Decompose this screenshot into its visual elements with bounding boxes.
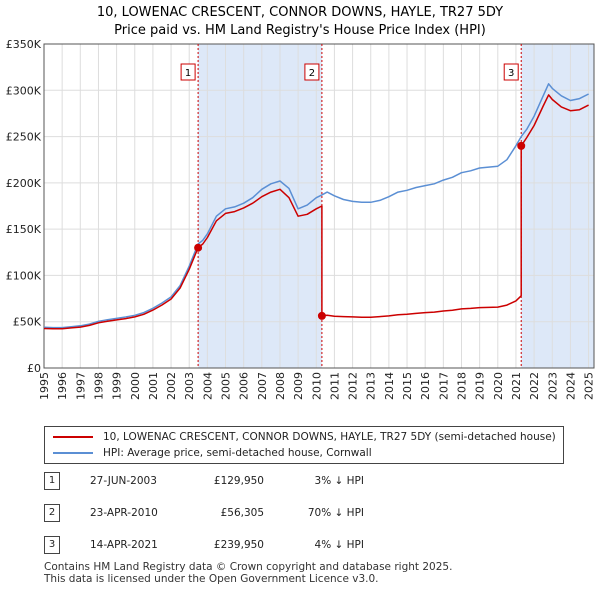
x-tick-label: 1997	[74, 372, 87, 400]
transaction-hpi-diff: 70% ↓ HPI	[307, 507, 364, 519]
x-tick-label: 2003	[183, 372, 196, 400]
y-tick-label: £0	[27, 362, 41, 375]
x-tick-label: 2025	[583, 372, 596, 400]
chart-title: 10, LOWENAC CRESCENT, CONNOR DOWNS, HAYL…	[0, 4, 600, 40]
ownership-shade	[198, 44, 322, 368]
x-tick-label: 2019	[474, 372, 487, 400]
x-tick-label: 2007	[256, 372, 269, 400]
x-tick-label: 2016	[419, 372, 432, 400]
hpi-line	[43, 83, 589, 329]
x-tick-label: 2010	[310, 372, 323, 400]
title-line-2: Price paid vs. HM Land Registry's House …	[114, 23, 486, 38]
x-tick-label: 2009	[292, 372, 305, 400]
footer-line-2: This data is licensed under the Open Gov…	[44, 573, 379, 585]
transaction-hpi-diff: 4% ↓ HPI	[314, 539, 364, 551]
x-tick-label: 2020	[492, 372, 505, 400]
x-tick-label: 2013	[365, 372, 378, 400]
chart-legend: 10, LOWENAC CRESCENT, CONNOR DOWNS, HAYL…	[44, 426, 564, 464]
y-tick-label: £300K	[6, 84, 42, 97]
transaction-price: £56,305	[220, 507, 264, 519]
transaction-price: £129,950	[213, 475, 264, 487]
x-tick-label: 2005	[220, 372, 233, 400]
legend-hpi-label: HPI: Average price, semi-detached house,…	[103, 447, 372, 459]
transaction-date: 14-APR-2021	[90, 539, 158, 551]
x-tick-label: 1996	[56, 372, 69, 400]
sale-label: 1	[185, 68, 191, 79]
sale-point	[317, 311, 326, 320]
y-tick-label: £50K	[13, 316, 42, 329]
x-tick-label: 2001	[147, 372, 160, 400]
footer-line-1: Contains HM Land Registry data © Crown c…	[44, 561, 453, 573]
price-chart: 1 2 3 £0 £50K £100K £150K £200K £250K £300K £350K 1…	[6, 38, 596, 400]
x-tick-label: 2002	[165, 372, 178, 400]
title-line-1: 10, LOWENAC CRESCENT, CONNOR DOWNS, HAYL…	[96, 5, 504, 20]
transaction-number: 1	[44, 472, 60, 490]
plot-frame	[43, 43, 595, 369]
y-tick-label: £100K	[6, 269, 42, 282]
x-tick-label: 2004	[201, 372, 214, 400]
transaction-date: 27-JUN-2003	[90, 475, 157, 487]
x-tick-label: 2018	[455, 372, 468, 400]
price-line-swatch	[53, 436, 93, 438]
x-tick-label: 2012	[347, 372, 360, 400]
transaction-date: 23-APR-2010	[90, 507, 158, 519]
y-tick-label: £150K	[6, 223, 42, 236]
table-row: 1 27-JUN-2003 £129,950 3% ↓ HPI	[44, 471, 464, 491]
sale-point	[517, 141, 526, 150]
hpi-line-swatch	[53, 452, 93, 454]
x-tick-label: 1995	[38, 372, 51, 400]
sale-label: 3	[508, 68, 514, 79]
footer-attribution: Contains HM Land Registry data © Crown c…	[44, 561, 452, 585]
table-row: 3 14-APR-2021 £239,950 4% ↓ HPI	[44, 535, 464, 555]
y-tick-label: £350K	[6, 38, 42, 51]
transaction-number: 3	[44, 536, 60, 554]
sale-label-box	[180, 63, 196, 81]
y-tick-label: £250K	[6, 131, 42, 144]
x-tick-label: 2000	[129, 372, 142, 400]
table-row: 2 23-APR-2010 £56,305 70% ↓ HPI	[44, 503, 464, 523]
x-tick-label: 2023	[546, 372, 559, 400]
x-tick-label: 2022	[528, 372, 541, 400]
legend-item-hpi: HPI: Average price, semi-detached house,…	[53, 445, 372, 461]
x-tick-label: 2014	[383, 372, 396, 400]
y-tick-label: £200K	[6, 177, 42, 190]
transaction-price: £239,950	[213, 539, 264, 551]
sale-point	[194, 243, 203, 252]
sale-label: 2	[309, 68, 315, 79]
sale-label-box	[503, 63, 519, 81]
legend-item-price: 10, LOWENAC CRESCENT, CONNOR DOWNS, HAYL…	[53, 429, 556, 445]
x-tick-label: 2011	[328, 372, 341, 400]
transaction-number: 2	[44, 504, 60, 522]
sale-label-box	[304, 63, 320, 81]
x-tick-label: 1999	[111, 372, 124, 400]
x-tick-label: 2021	[510, 372, 523, 400]
x-tick-label: 1998	[92, 372, 105, 400]
x-tick-label: 2017	[437, 372, 450, 400]
legend-price-label: 10, LOWENAC CRESCENT, CONNOR DOWNS, HAYL…	[103, 431, 556, 443]
transaction-hpi-diff: 3% ↓ HPI	[314, 475, 364, 487]
x-tick-label: 2006	[238, 372, 251, 400]
x-tick-label: 2024	[564, 372, 577, 400]
x-tick-label: 2008	[274, 372, 287, 400]
x-tick-label: 2015	[401, 372, 414, 400]
